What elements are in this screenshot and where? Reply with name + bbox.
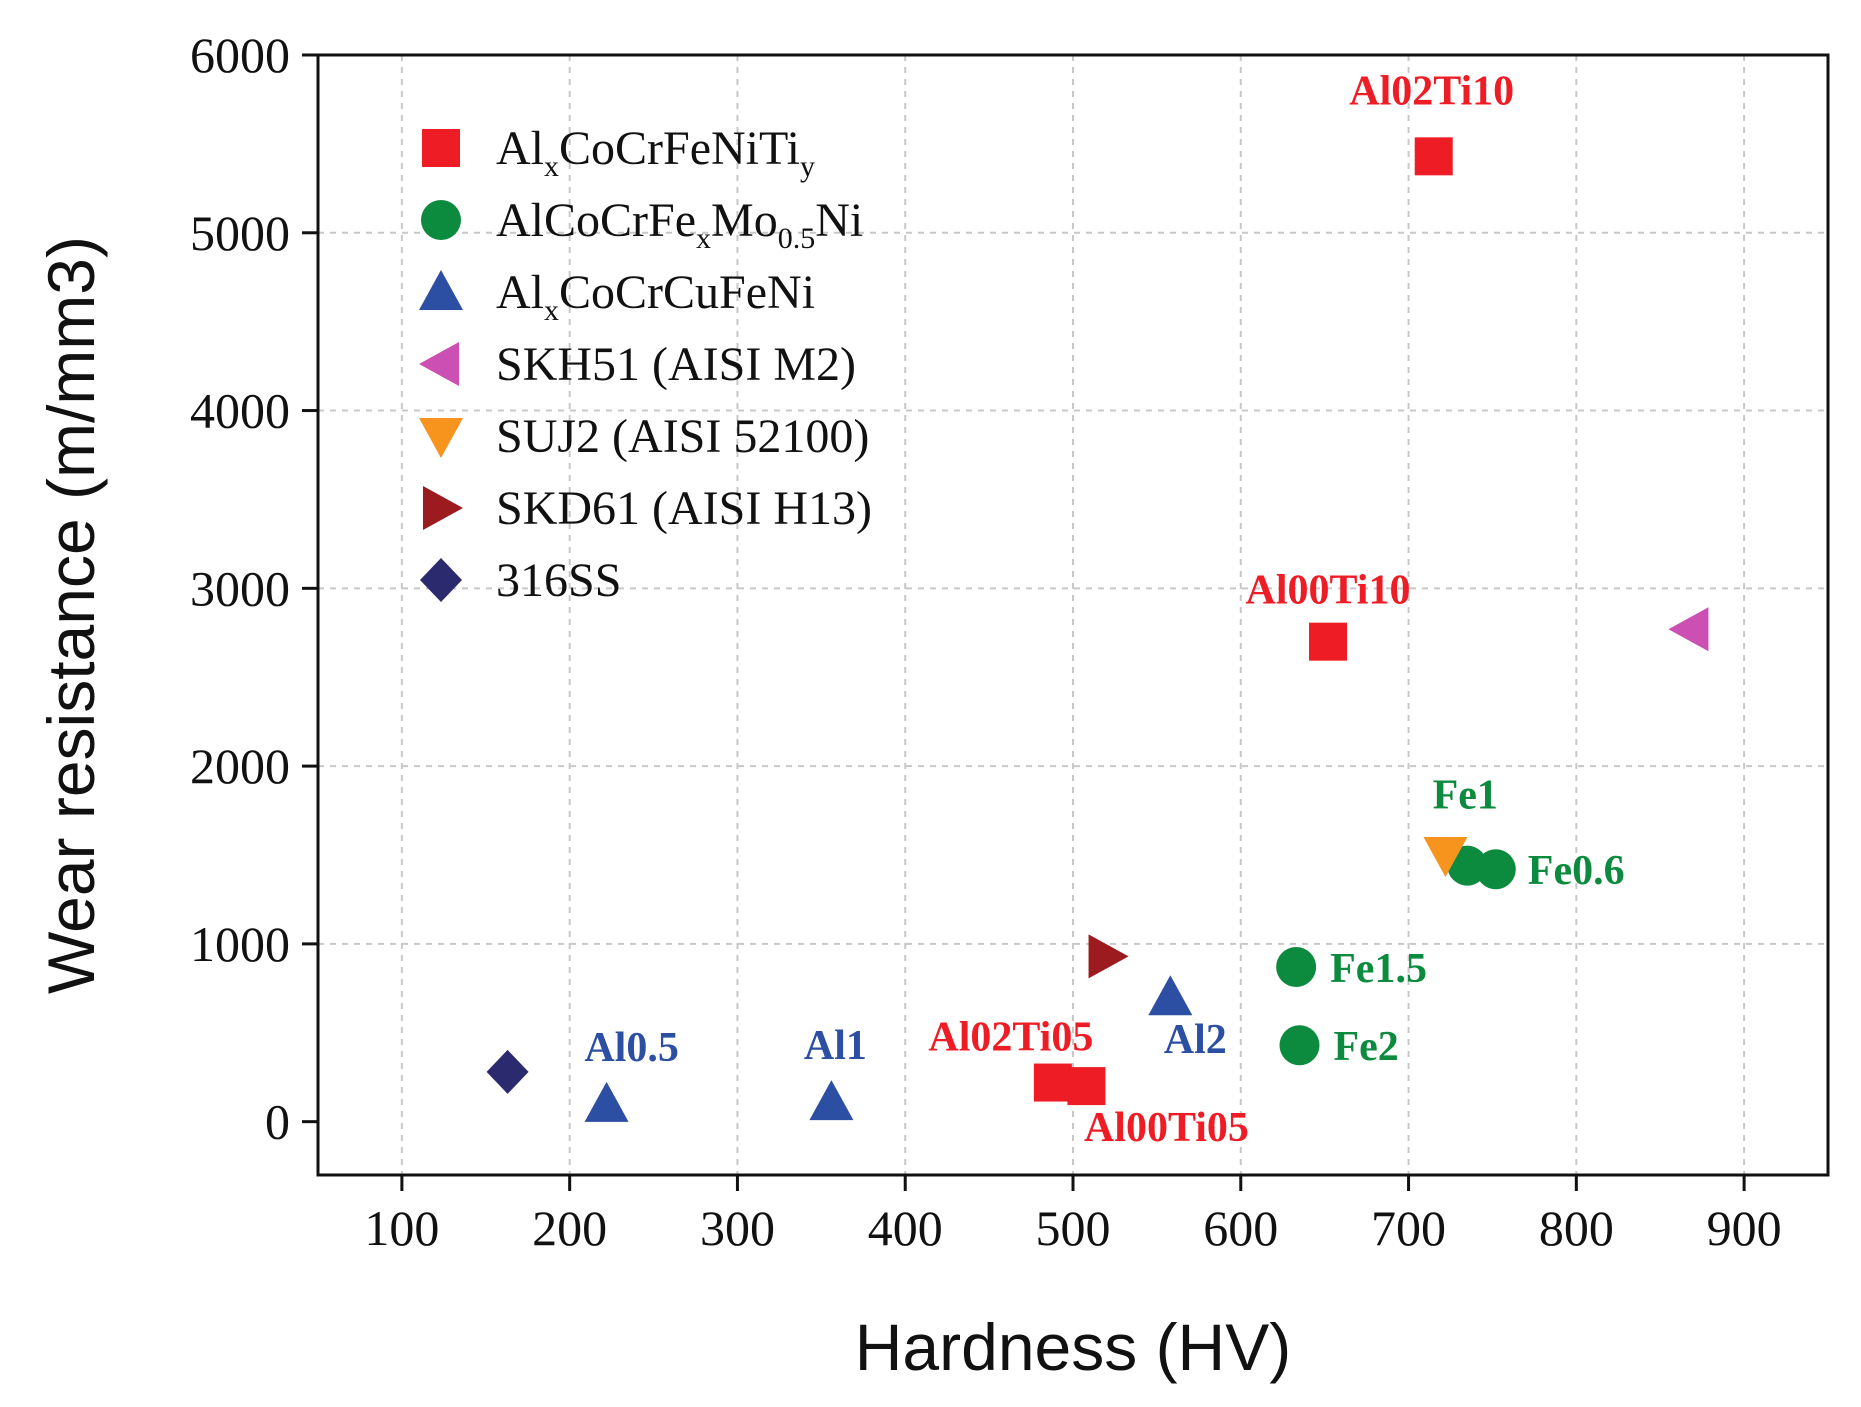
point-labels: Al02Ti10 Al00Ti10 Al02Ti05 Al00Ti05 Fe1 Fe0.6… [584, 68, 1624, 1151]
triangle-up-point [584, 1081, 629, 1122]
square-point [1067, 1067, 1106, 1106]
triangle-up-point [809, 1080, 854, 1121]
x-tick-label: 900 [1707, 1200, 1782, 1256]
x-tick-label: 300 [700, 1200, 775, 1256]
y-axis-title: Wear resistance (m/mm3) [34, 236, 108, 994]
legend-marker [420, 558, 462, 602]
square-point [1309, 622, 1348, 661]
x-tick-label: 100 [364, 1200, 439, 1256]
y-tick-label: 2000 [190, 738, 290, 794]
legend-label: SKD61 (AISI H13) [496, 482, 872, 535]
triangle-up-point [1148, 975, 1193, 1016]
legend-label: SKH51 (AISI M2) [496, 338, 856, 391]
point-label: Al00Ti05 [1084, 1105, 1249, 1151]
legend-label: 316SS [496, 554, 621, 607]
x-axis-title: Hardness (HV) [855, 1310, 1291, 1384]
point-label: Al02Ti05 [928, 1015, 1093, 1061]
point-label: Fe1 [1433, 773, 1498, 819]
circle-point [1475, 849, 1516, 890]
point-label: Al00Ti10 [1246, 568, 1411, 614]
triangle-right-point [1088, 934, 1129, 979]
point-label: Al0.5 [584, 1025, 679, 1071]
point-label: Al2 [1164, 1017, 1227, 1063]
circle-point [1279, 1025, 1320, 1066]
y-tick-label: 0 [265, 1094, 290, 1150]
legend-label: SUJ2 (AISI 52100) [496, 410, 869, 463]
data-points [486, 137, 1709, 1122]
point-label: Fe2 [1334, 1024, 1399, 1070]
x-tick-label: 800 [1539, 1200, 1614, 1256]
x-tick-label: 200 [532, 1200, 607, 1256]
point-label: Al1 [804, 1023, 867, 1069]
y-tick-label: 1000 [190, 916, 290, 972]
point-label: Fe1.5 [1330, 946, 1427, 992]
legend-label: AlxCoCrCuFeNi [496, 266, 815, 327]
x-tick-label: 400 [868, 1200, 943, 1256]
legend-marker [419, 342, 459, 386]
legend-marker [423, 486, 463, 530]
y-tick-label: 5000 [190, 205, 290, 261]
point-label: Fe0.6 [1528, 848, 1625, 894]
y-tick-label: 4000 [190, 383, 290, 439]
triangle-down-point [1423, 837, 1468, 877]
x-tick-label: 600 [1203, 1200, 1278, 1256]
x-tick-label: 700 [1371, 1200, 1446, 1256]
point-label: Al02Ti10 [1349, 68, 1514, 114]
legend-marker [419, 270, 463, 310]
legend-marker [422, 129, 460, 167]
legend-marker [421, 200, 461, 240]
diamond-point [486, 1049, 529, 1094]
circle-point [1276, 947, 1317, 987]
legend-label: AlCoCrFexMo0.5Ni [496, 194, 863, 255]
legend-label: AlxCoCrFeNiTiy [496, 122, 815, 183]
triangle-left-point [1668, 607, 1709, 652]
legend-marker [419, 418, 463, 458]
x-tick-label: 500 [1036, 1200, 1111, 1256]
square-point [1414, 137, 1453, 176]
y-tick-label: 6000 [190, 27, 290, 83]
y-tick-label: 3000 [190, 560, 290, 616]
legend: AlxCoCrFeNiTiy AlCoCrFexMo0.5Ni AlxCoCrCuF… [419, 122, 872, 607]
axis-ticks: 100 200 300 400 500 600 700 800 900 0 1000 2000 3000… [190, 27, 1782, 1256]
square-point [1033, 1063, 1072, 1102]
